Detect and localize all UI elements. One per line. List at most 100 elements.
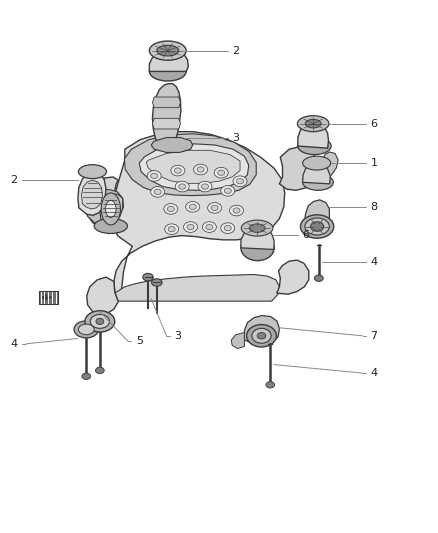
Ellipse shape bbox=[297, 116, 329, 132]
Ellipse shape bbox=[233, 208, 240, 213]
Ellipse shape bbox=[206, 224, 213, 230]
Text: 8: 8 bbox=[371, 202, 378, 212]
Ellipse shape bbox=[221, 185, 235, 196]
Ellipse shape bbox=[198, 181, 212, 192]
Ellipse shape bbox=[221, 223, 235, 233]
Ellipse shape bbox=[151, 187, 165, 197]
Ellipse shape bbox=[214, 167, 228, 178]
Text: 3: 3 bbox=[232, 133, 239, 142]
Text: 6: 6 bbox=[302, 230, 309, 239]
Ellipse shape bbox=[157, 45, 179, 56]
Text: 4: 4 bbox=[371, 368, 378, 378]
Polygon shape bbox=[100, 194, 123, 228]
Ellipse shape bbox=[152, 279, 162, 286]
Polygon shape bbox=[277, 260, 309, 294]
Ellipse shape bbox=[90, 314, 110, 328]
Ellipse shape bbox=[168, 227, 175, 232]
Polygon shape bbox=[85, 189, 124, 224]
Ellipse shape bbox=[311, 222, 324, 231]
Polygon shape bbox=[152, 118, 180, 129]
Polygon shape bbox=[244, 316, 279, 344]
Ellipse shape bbox=[149, 62, 186, 81]
Ellipse shape bbox=[154, 189, 161, 195]
Ellipse shape bbox=[237, 179, 244, 184]
Ellipse shape bbox=[184, 222, 198, 232]
Ellipse shape bbox=[151, 173, 158, 179]
Ellipse shape bbox=[74, 321, 99, 338]
Ellipse shape bbox=[247, 325, 276, 347]
Polygon shape bbox=[231, 333, 244, 349]
Text: 1: 1 bbox=[371, 158, 378, 168]
Ellipse shape bbox=[101, 193, 120, 225]
Polygon shape bbox=[113, 132, 285, 301]
Ellipse shape bbox=[174, 168, 181, 173]
Ellipse shape bbox=[257, 333, 266, 339]
Polygon shape bbox=[146, 150, 240, 183]
Text: 6: 6 bbox=[371, 119, 378, 128]
Polygon shape bbox=[124, 134, 256, 196]
Ellipse shape bbox=[149, 41, 186, 60]
Text: 4: 4 bbox=[11, 339, 18, 349]
Polygon shape bbox=[149, 50, 188, 71]
Ellipse shape bbox=[78, 165, 106, 179]
Ellipse shape bbox=[175, 181, 189, 192]
Ellipse shape bbox=[165, 224, 179, 235]
Ellipse shape bbox=[218, 170, 225, 175]
Polygon shape bbox=[115, 274, 279, 301]
Ellipse shape bbox=[179, 184, 186, 189]
Ellipse shape bbox=[303, 156, 331, 170]
Ellipse shape bbox=[230, 205, 244, 216]
Ellipse shape bbox=[211, 205, 218, 211]
Ellipse shape bbox=[94, 219, 127, 233]
Polygon shape bbox=[152, 97, 180, 108]
Ellipse shape bbox=[202, 222, 216, 232]
FancyArrowPatch shape bbox=[42, 295, 51, 300]
Polygon shape bbox=[279, 147, 320, 190]
FancyBboxPatch shape bbox=[39, 291, 58, 304]
Ellipse shape bbox=[305, 119, 321, 128]
Text: 2: 2 bbox=[232, 46, 239, 55]
Ellipse shape bbox=[187, 224, 194, 230]
Polygon shape bbox=[84, 177, 118, 227]
Ellipse shape bbox=[96, 318, 104, 325]
Polygon shape bbox=[139, 144, 249, 190]
Text: 5: 5 bbox=[136, 336, 143, 346]
Polygon shape bbox=[303, 163, 330, 184]
Polygon shape bbox=[298, 123, 328, 148]
Polygon shape bbox=[87, 277, 118, 314]
Ellipse shape bbox=[197, 167, 204, 172]
Ellipse shape bbox=[241, 235, 274, 261]
Text: 7: 7 bbox=[371, 331, 378, 341]
Polygon shape bbox=[315, 152, 338, 182]
Ellipse shape bbox=[194, 164, 208, 175]
Ellipse shape bbox=[252, 328, 271, 343]
Ellipse shape bbox=[303, 174, 333, 190]
Ellipse shape bbox=[106, 200, 116, 217]
Polygon shape bbox=[78, 172, 106, 215]
Ellipse shape bbox=[224, 225, 231, 231]
Ellipse shape bbox=[300, 215, 334, 238]
Ellipse shape bbox=[201, 184, 208, 189]
Polygon shape bbox=[304, 200, 329, 228]
Ellipse shape bbox=[95, 367, 104, 374]
Ellipse shape bbox=[189, 204, 196, 209]
Ellipse shape bbox=[266, 382, 275, 388]
Ellipse shape bbox=[186, 201, 200, 212]
Ellipse shape bbox=[171, 165, 185, 176]
Ellipse shape bbox=[164, 204, 178, 214]
Ellipse shape bbox=[82, 373, 91, 379]
Ellipse shape bbox=[298, 138, 331, 155]
Polygon shape bbox=[81, 180, 102, 209]
Ellipse shape bbox=[241, 220, 273, 236]
Ellipse shape bbox=[314, 275, 323, 281]
Ellipse shape bbox=[167, 206, 174, 212]
Ellipse shape bbox=[233, 176, 247, 187]
Polygon shape bbox=[241, 227, 274, 249]
Ellipse shape bbox=[143, 273, 153, 281]
Text: 2: 2 bbox=[11, 175, 18, 185]
Ellipse shape bbox=[224, 188, 231, 193]
Polygon shape bbox=[151, 138, 193, 152]
Ellipse shape bbox=[208, 203, 222, 213]
Text: 3: 3 bbox=[174, 331, 181, 341]
Ellipse shape bbox=[85, 311, 115, 332]
